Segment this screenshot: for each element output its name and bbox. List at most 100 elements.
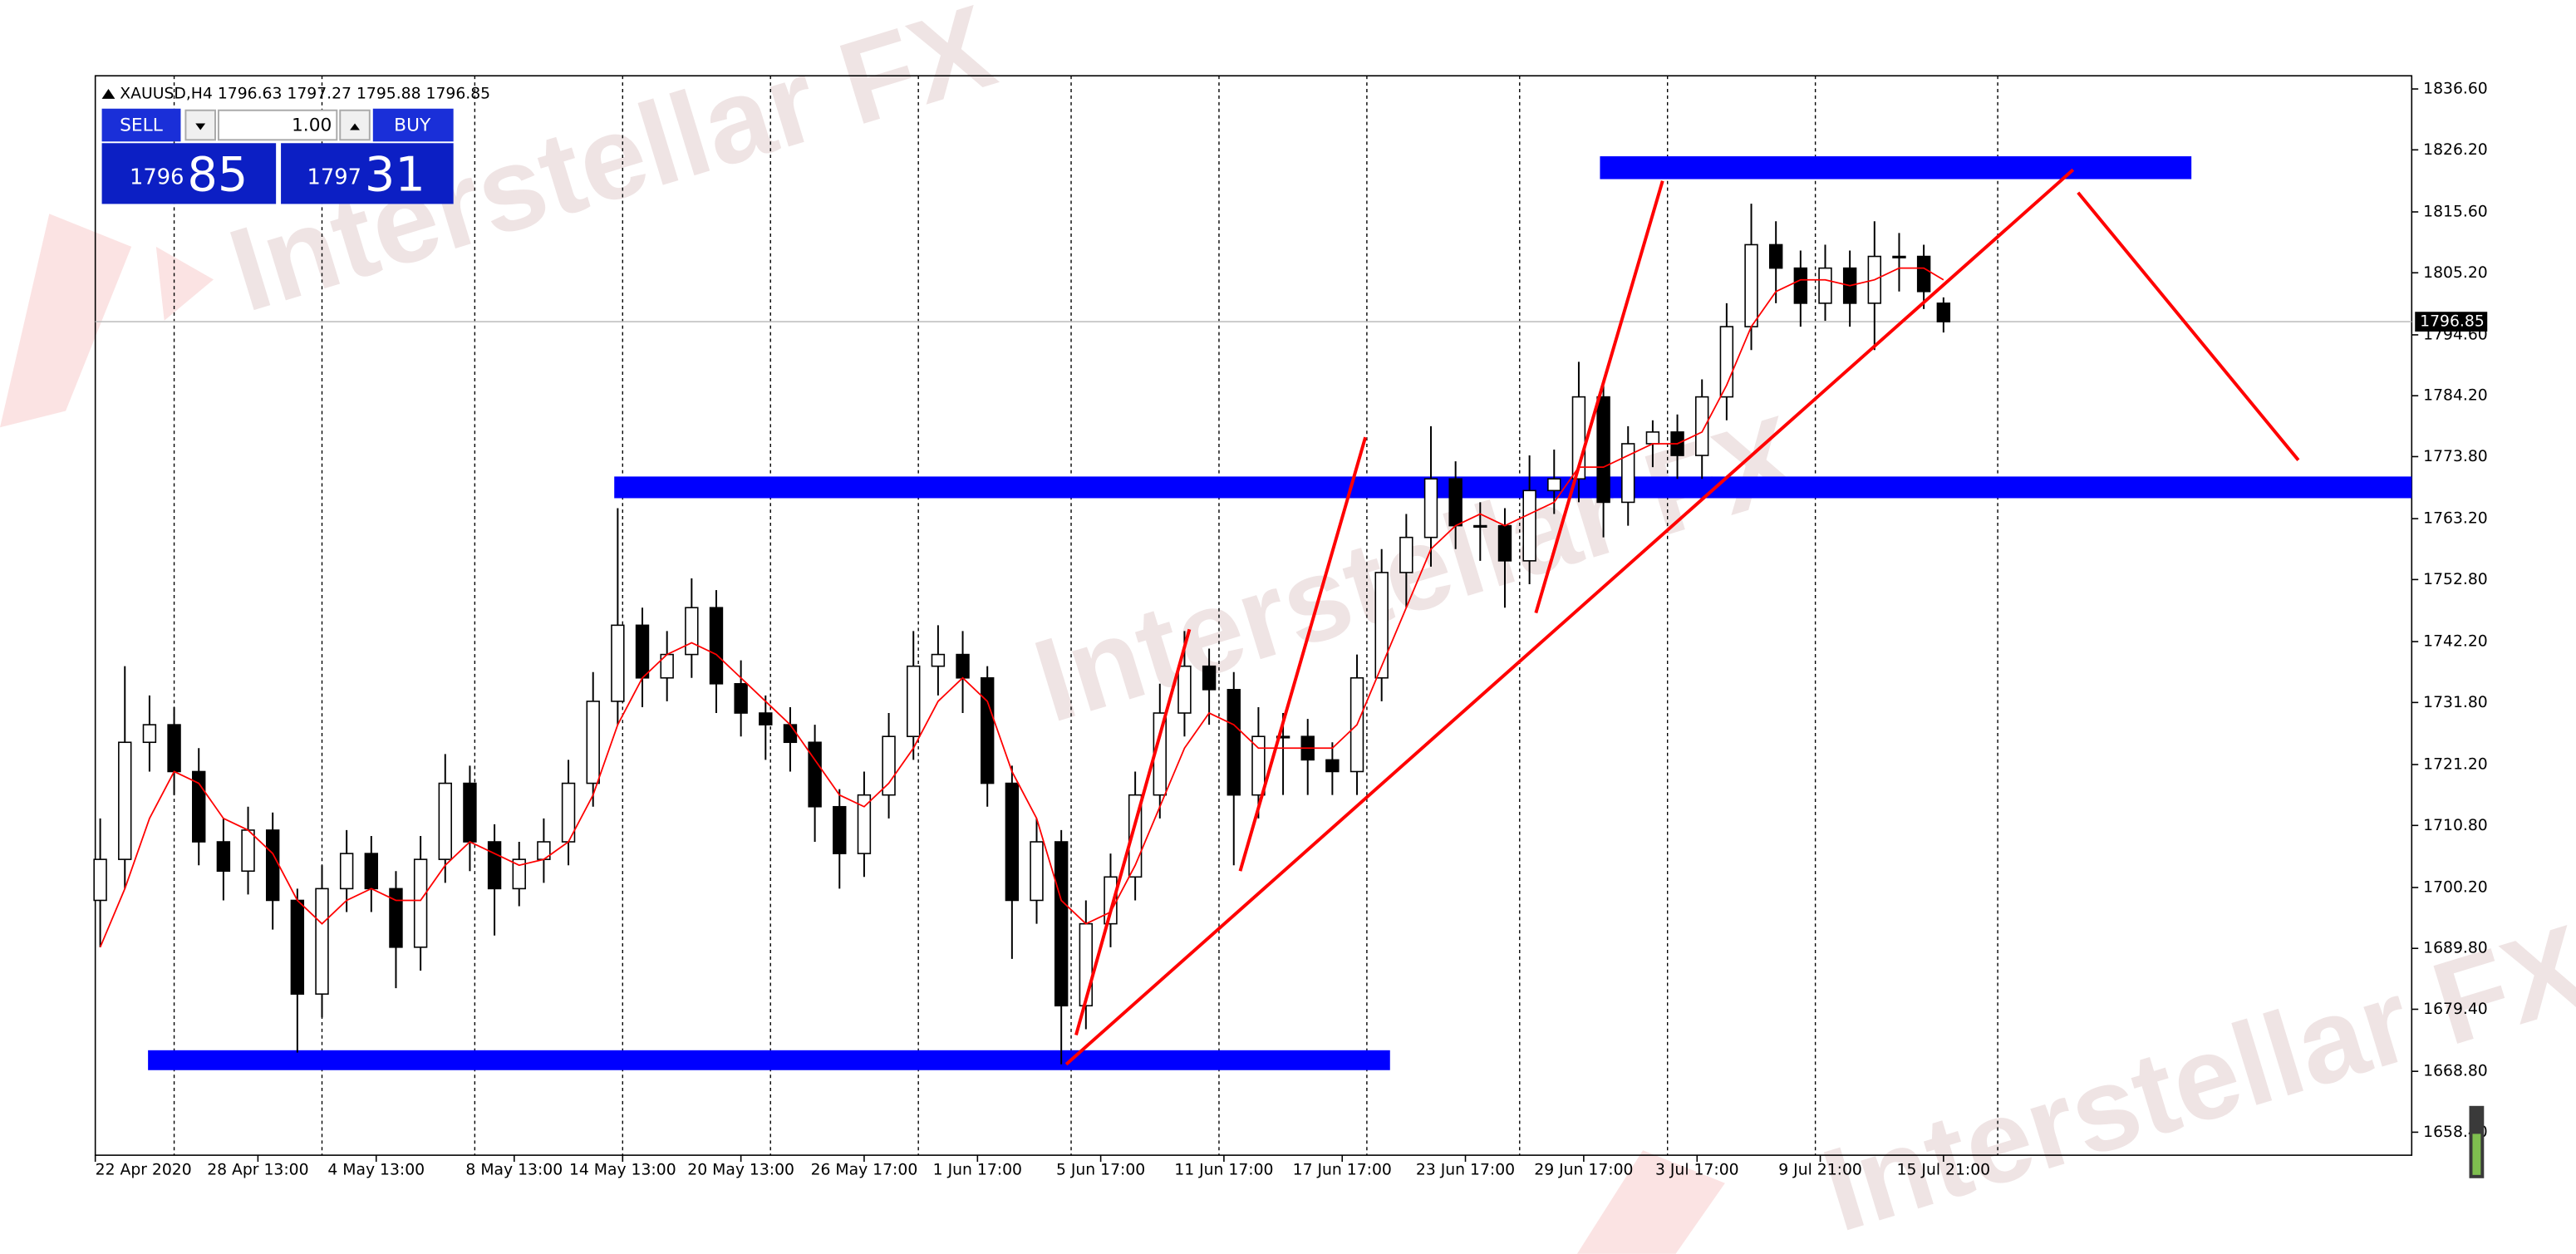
candle-body: [1621, 443, 1635, 504]
lot-input[interactable]: [217, 109, 338, 141]
candle-body: [1645, 431, 1660, 445]
candle-body: [1399, 536, 1413, 573]
buy-label: BUY: [394, 116, 431, 136]
last-price-label: 1796.85: [2420, 313, 2485, 331]
logo-shape: [0, 214, 132, 428]
candle-body: [192, 770, 206, 843]
candle-body: [931, 653, 946, 667]
candle-body: [685, 607, 699, 656]
candle-body: [882, 735, 896, 796]
grid: [95, 76, 2412, 1156]
x-tick-label: 22 Apr 2020: [96, 1161, 192, 1178]
y-tick-label: 1668.80: [2423, 1063, 2488, 1080]
candle-body: [1744, 243, 1758, 327]
candle-body: [167, 724, 181, 773]
sell-button[interactable]: [101, 108, 181, 142]
arrow-icon: [350, 123, 360, 130]
candle-body: [1054, 841, 1069, 1007]
moving-average: [99, 267, 1944, 948]
candle-body: [833, 805, 847, 854]
bid-small: 85: [187, 147, 248, 203]
buy-button[interactable]: [372, 108, 454, 142]
candles: [93, 204, 1951, 1065]
candle-body: [241, 829, 255, 873]
candle-body: [512, 858, 526, 890]
candle-body: [1916, 255, 1931, 293]
candle-body: [907, 665, 921, 737]
candle-body: [389, 888, 403, 948]
candle-body: [1448, 478, 1463, 527]
y-tick-label: 1836.60: [2423, 81, 2488, 98]
sell-price-box[interactable]: [101, 143, 277, 204]
candle-body: [142, 724, 157, 744]
candle-body: [364, 853, 379, 890]
arrow-icon: [195, 123, 206, 130]
x-tick-label: 17 Jun 17:00: [1293, 1161, 1392, 1178]
collapse-arrow[interactable]: [101, 89, 116, 99]
ask-small: 31: [365, 147, 425, 203]
axes: 1836.601826.201815.601805.201794.601784.…: [94, 81, 2488, 1178]
candle-body: [1522, 489, 1536, 562]
candle-body: [759, 712, 773, 725]
zones: [148, 156, 2412, 1070]
trend-line: [1534, 180, 1664, 614]
x-tick-label: 3 Jul 17:00: [1655, 1161, 1739, 1178]
sell-label: SELL: [120, 116, 163, 136]
candle-body: [1005, 782, 1020, 902]
zone: [614, 476, 2412, 499]
candle-body: [463, 782, 477, 843]
trade-panel: XAUUSD,H4 1796.63 1797.27 1795.88 1796.8…: [101, 85, 490, 204]
candle-body: [635, 624, 650, 679]
candle-body: [1793, 267, 1808, 304]
candle-body: [1227, 689, 1241, 796]
y-tick-label: 1689.80: [2423, 940, 2488, 957]
x-tick-label: 23 Jun 17:00: [1416, 1161, 1515, 1178]
candle-body: [265, 829, 280, 902]
x-tick-label: 28 Apr 13:00: [207, 1161, 308, 1178]
candle-body: [1497, 524, 1512, 562]
trend-lines: [1064, 168, 2300, 1066]
candle-body: [118, 741, 132, 860]
candle-body: [315, 888, 329, 995]
y-tick-label: 1700.20: [2423, 878, 2488, 896]
x-tick-label: 20 May 13:00: [687, 1161, 794, 1178]
candle-body: [1423, 478, 1438, 538]
x-tick-label: 29 Jun 17:00: [1534, 1161, 1633, 1178]
y-tick-label: 1679.40: [2423, 1001, 2488, 1018]
symbol-header: XAUUSD,H4 1796.63 1797.27 1795.88 1796.8…: [120, 85, 490, 102]
y-tick-label: 1763.20: [2423, 510, 2488, 528]
x-tick-label: 15 Jul 21:00: [1897, 1161, 1991, 1178]
last-price-box: [2415, 312, 2488, 332]
candle-body: [290, 899, 305, 995]
candle-body: [1596, 396, 1610, 504]
y-tick-label: 1731.80: [2423, 694, 2488, 711]
candle-body: [1276, 735, 1290, 739]
y-tick-label: 1710.80: [2423, 817, 2488, 834]
candle-body: [438, 782, 452, 860]
candle-body: [956, 653, 970, 679]
buy-price-box[interactable]: [281, 143, 454, 204]
candle-body: [1177, 665, 1192, 714]
candle-body: [487, 841, 502, 890]
candle-body: [1695, 396, 1709, 456]
x-tick-label: 1 Jun 17:00: [933, 1161, 1022, 1178]
icon-bar: [2472, 1134, 2481, 1175]
y-tick-label: 1826.20: [2423, 141, 2488, 159]
x-tick-label: 5 Jun 17:00: [1056, 1161, 1145, 1178]
trend-line: [1238, 436, 1368, 872]
candle-body: [1892, 255, 1906, 258]
signal-icon: [2469, 1105, 2485, 1178]
candle-body: [783, 724, 798, 744]
trend-line: [2077, 191, 2300, 461]
candle-body: [1079, 922, 1094, 1007]
candle-body: [1202, 665, 1217, 691]
candle-body: [808, 741, 822, 808]
candle-body: [1251, 735, 1266, 796]
candle-body: [1030, 841, 1044, 902]
ask-big: 1797: [307, 165, 361, 190]
candle-body: [1325, 759, 1340, 773]
candle-body: [857, 794, 872, 854]
